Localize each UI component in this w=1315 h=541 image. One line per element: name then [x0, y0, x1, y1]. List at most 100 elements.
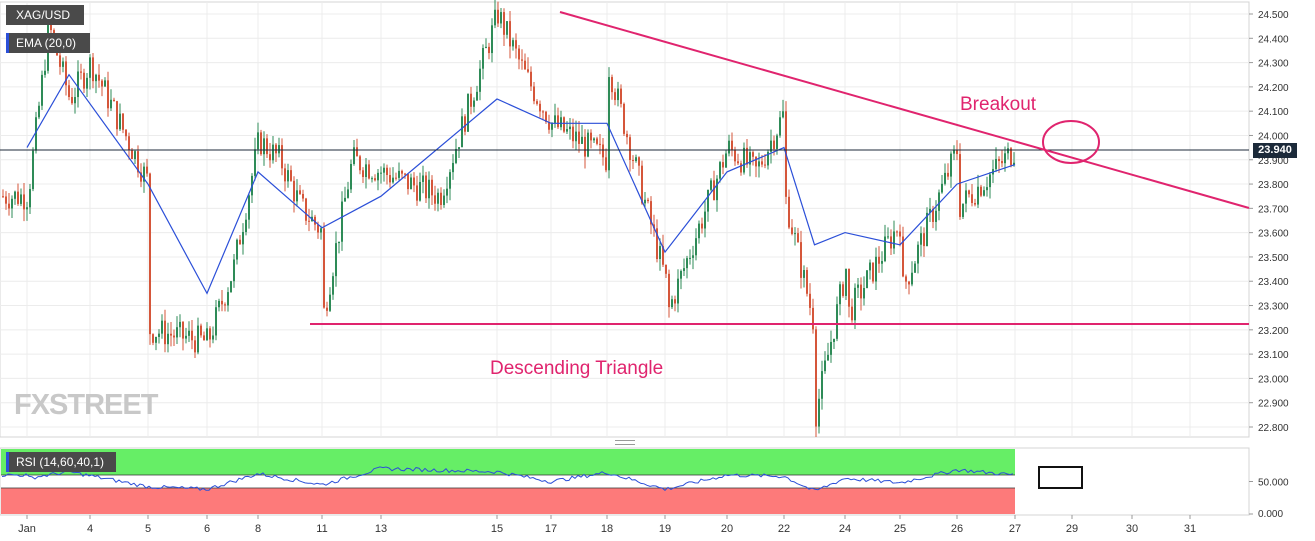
candle-body: [896, 231, 898, 233]
candle-body: [617, 88, 619, 101]
candle-body: [266, 138, 268, 155]
rsi-oversold-zone: [1, 488, 1015, 514]
candle-body: [914, 263, 916, 273]
x-tick-label: 27: [1009, 523, 1021, 535]
candle-body: [50, 23, 52, 31]
candle-body: [242, 231, 244, 245]
candle-body: [965, 190, 967, 204]
candle-body: [596, 138, 598, 144]
y-tick-label: 23.900: [1258, 156, 1289, 167]
candle-body: [359, 156, 361, 171]
candle-body: [89, 57, 91, 78]
candle-body: [272, 144, 274, 161]
candle-body: [377, 172, 379, 181]
candle-body: [737, 161, 739, 164]
candle-body: [794, 233, 796, 235]
candle-body: [578, 131, 580, 144]
candle-body: [440, 192, 442, 205]
candle-body: [215, 307, 217, 336]
candle-body: [986, 187, 988, 191]
descending-trendline: [559, 11, 1250, 209]
candle-body: [338, 241, 340, 244]
candle-body: [623, 103, 625, 134]
candle-body: [194, 340, 196, 353]
candle-body: [485, 46, 487, 49]
candle-body: [656, 228, 658, 260]
rsi-highlight-box: [1038, 466, 1083, 489]
candle-body: [749, 152, 751, 165]
candle-body: [278, 145, 280, 154]
candle-body: [971, 194, 973, 204]
candle-body: [713, 180, 715, 201]
candle-body: [29, 189, 31, 208]
candle-body: [797, 233, 799, 243]
candle-body: [413, 177, 415, 186]
candle-body: [59, 55, 61, 67]
candle-body: [701, 223, 703, 229]
candle-body: [269, 154, 271, 161]
current-price-badge: 23.940: [1253, 143, 1297, 158]
candle-body: [134, 151, 136, 160]
x-tick-label: 15: [491, 523, 503, 535]
candle-body: [476, 91, 478, 101]
candle-body: [938, 192, 940, 211]
candle-body: [740, 163, 742, 173]
candle-body: [26, 207, 28, 210]
candle-body: [902, 236, 904, 277]
candle-body: [341, 201, 343, 242]
candle-body: [263, 138, 265, 155]
candle-body: [479, 68, 481, 92]
candle-body: [575, 131, 577, 142]
candle-body: [764, 164, 766, 166]
pane-resize-handle[interactable]: [615, 440, 635, 445]
candle-body: [959, 154, 961, 217]
candle-body: [920, 233, 922, 245]
candle-body: [539, 103, 541, 112]
candle-body: [173, 335, 175, 338]
candle-body: [503, 12, 505, 35]
candle-body: [320, 228, 322, 233]
x-tick-label: 6: [204, 523, 210, 535]
candle-body: [671, 299, 673, 308]
candle-body: [500, 12, 502, 24]
candle-body: [704, 211, 706, 229]
x-tick-label: 22: [778, 523, 790, 535]
candle-body: [83, 72, 85, 89]
x-tick-label: 13: [375, 523, 387, 535]
candle-body: [953, 150, 955, 154]
candle-body: [347, 189, 349, 198]
candle-body: [1004, 153, 1006, 164]
x-tick-label: 26: [951, 523, 963, 535]
candle-body: [614, 92, 616, 101]
candle-body: [698, 223, 700, 239]
candle-body: [125, 129, 127, 137]
candle-body: [524, 60, 526, 70]
x-tick-label: Jan: [18, 523, 36, 535]
candle-body: [461, 116, 463, 148]
candle-body: [509, 21, 511, 47]
candle-body: [404, 173, 406, 175]
candle-body: [746, 147, 748, 165]
candle-body: [284, 168, 286, 182]
candle-body: [314, 216, 316, 225]
candle-body: [155, 336, 157, 343]
candle-body: [380, 172, 382, 174]
candle-body: [863, 287, 865, 299]
candle-body: [569, 126, 571, 130]
candle-body: [722, 162, 724, 168]
candle-body: [260, 132, 262, 155]
candle-body: [977, 186, 979, 205]
candle-body: [587, 132, 589, 157]
candle-body: [68, 85, 70, 97]
candle-body: [752, 152, 754, 157]
candle-body: [710, 180, 712, 190]
candle-body: [842, 284, 844, 296]
candle-body: [635, 157, 637, 162]
candle-body: [941, 183, 943, 193]
candle-body: [179, 321, 181, 328]
candle-body: [491, 25, 493, 54]
candle-body: [692, 255, 694, 258]
candle-body: [548, 121, 550, 130]
candle-body: [131, 150, 133, 160]
